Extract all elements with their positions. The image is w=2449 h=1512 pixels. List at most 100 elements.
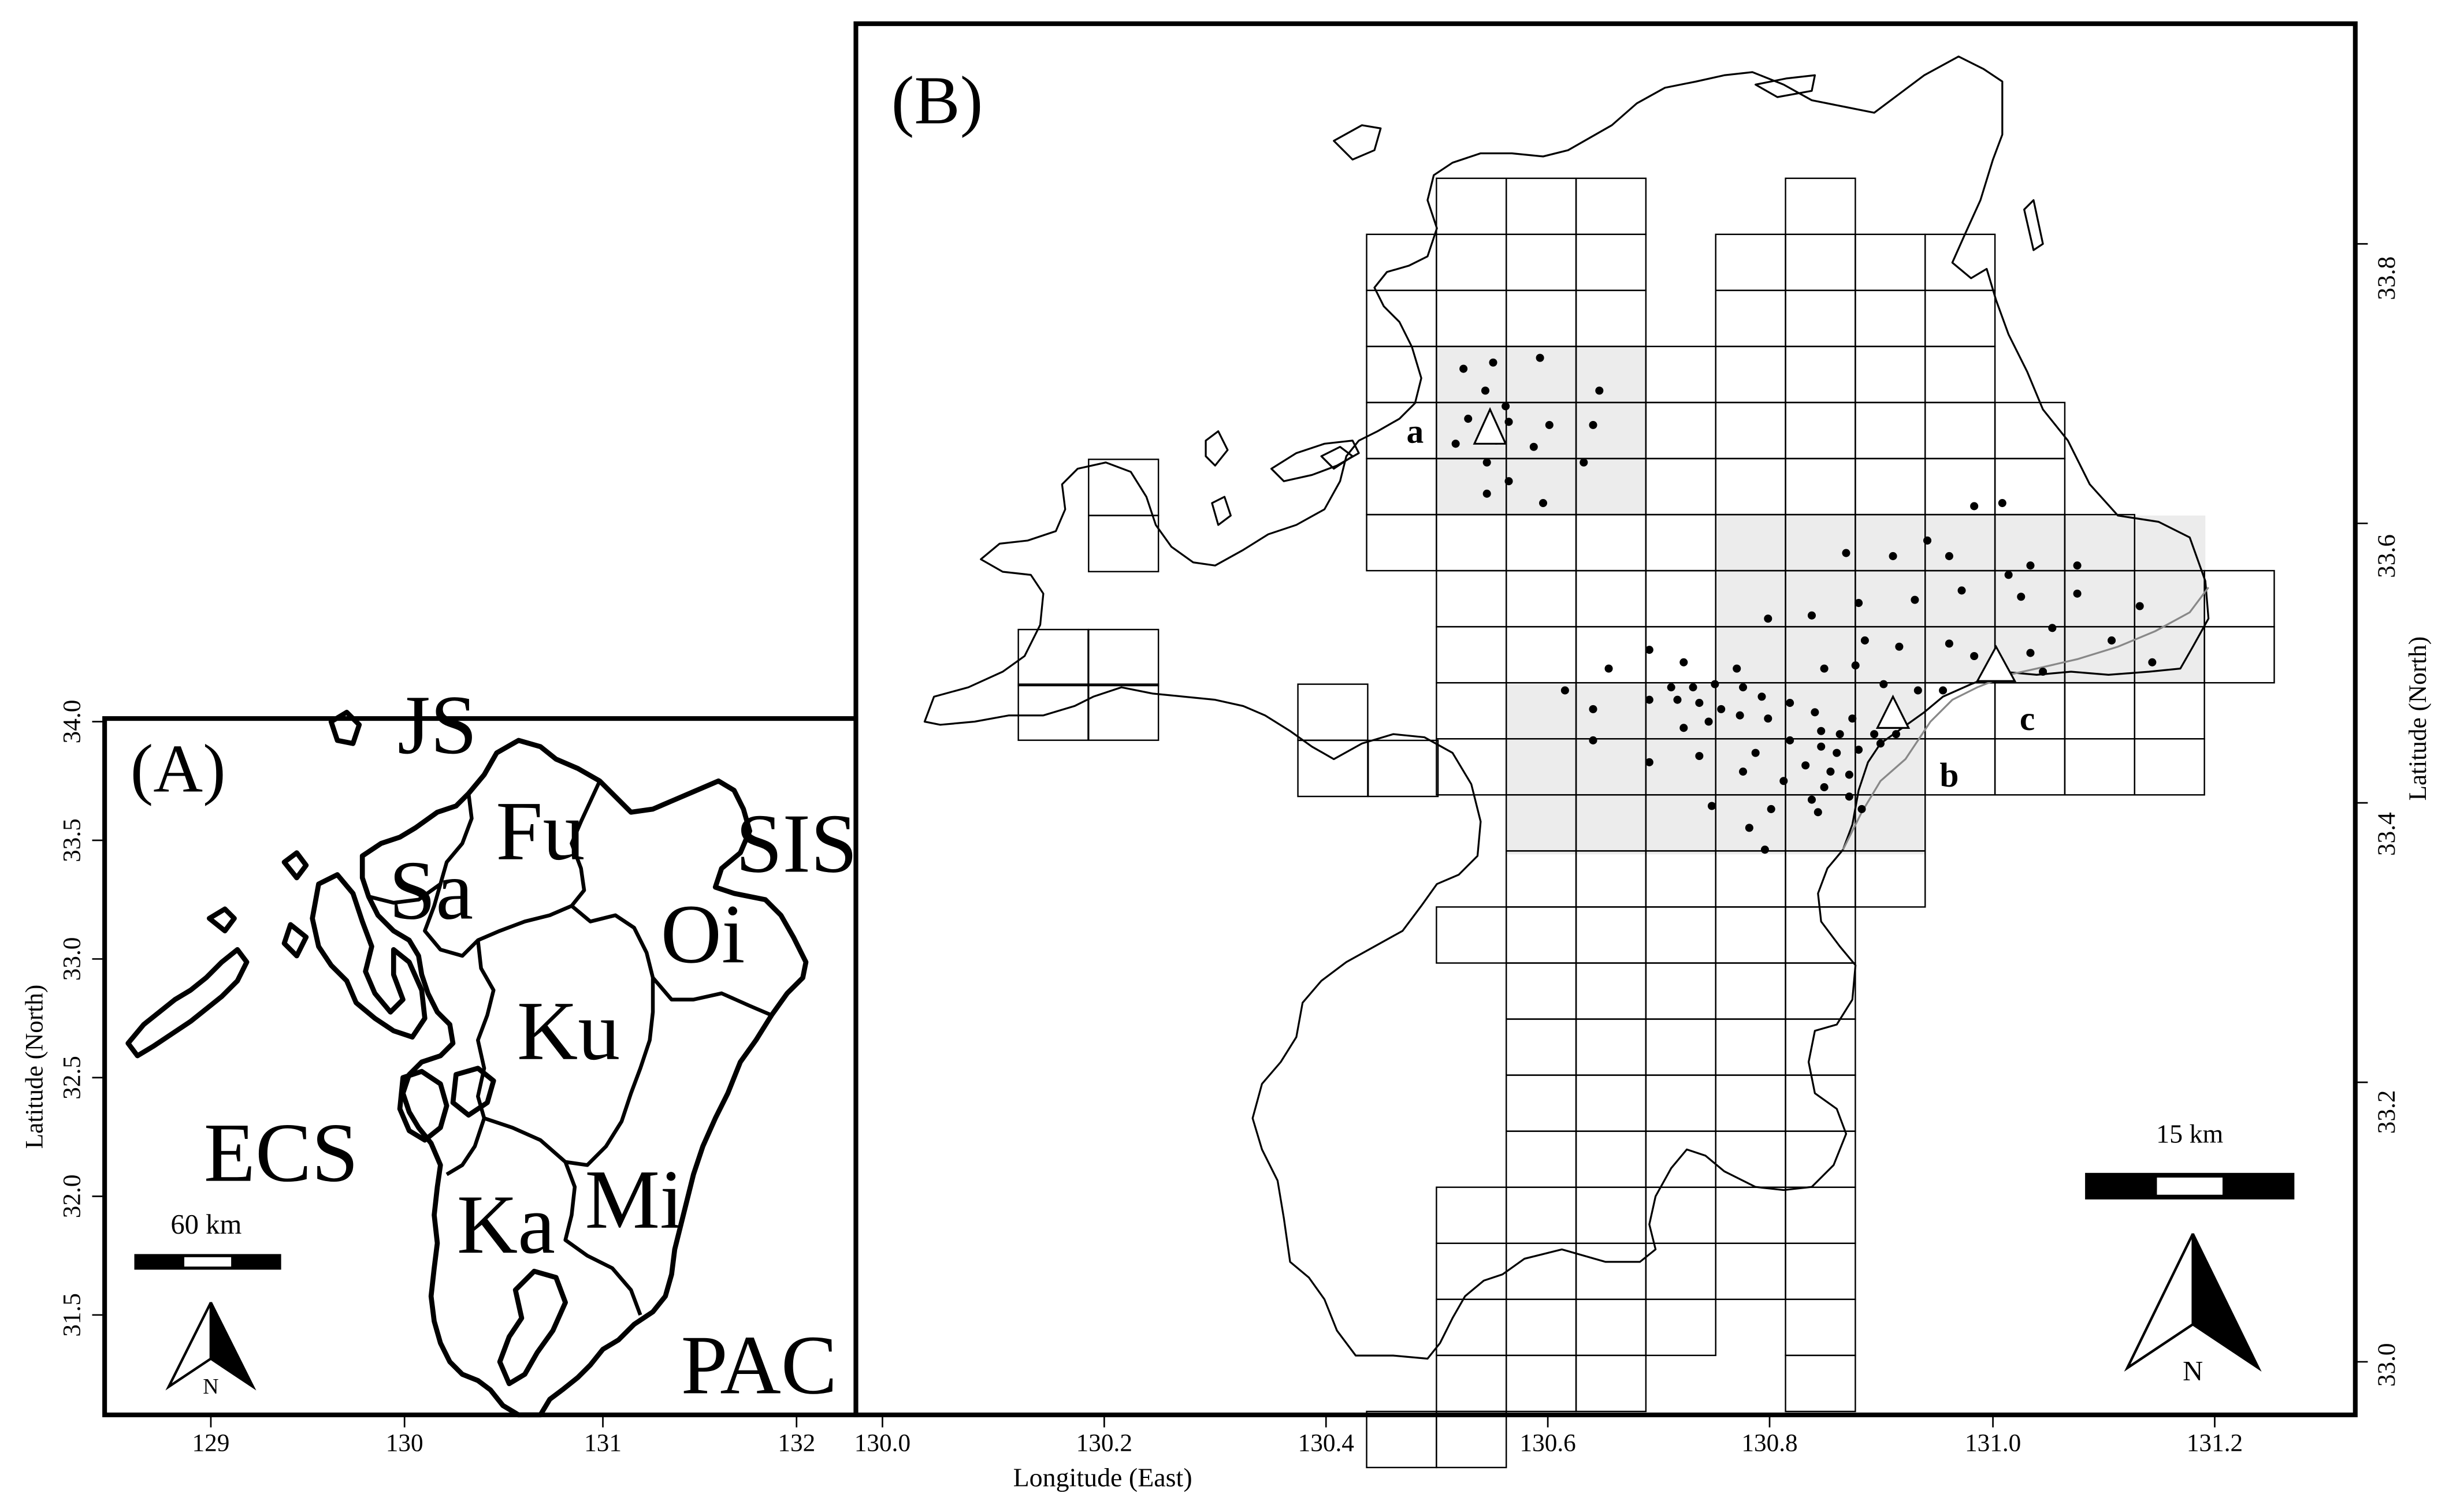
grid-cell bbox=[1645, 1130, 1716, 1188]
panel-a-peninsula-coast bbox=[310, 872, 428, 1040]
sample-point bbox=[1760, 846, 1769, 854]
panel-a-island-small-4 bbox=[281, 922, 309, 959]
panel-b-title: (B) bbox=[891, 62, 983, 139]
sample-point bbox=[2017, 593, 2026, 601]
sample-point bbox=[2039, 667, 2047, 676]
grid-cell bbox=[1645, 1298, 1716, 1357]
grid-cell bbox=[1505, 177, 1577, 235]
grid-cell bbox=[1715, 233, 1786, 292]
grid-cell bbox=[2134, 681, 2205, 740]
sample-point bbox=[1538, 499, 1548, 508]
grid-cell bbox=[2064, 681, 2136, 740]
grid-cell bbox=[1575, 1130, 1647, 1188]
grid-cell bbox=[1366, 233, 1437, 292]
grid-cell bbox=[1855, 233, 1926, 292]
panel-b-y-tick-33.8: 33.8 bbox=[2373, 256, 2400, 300]
grid-cell bbox=[1855, 345, 1926, 404]
grid-cell bbox=[1436, 1186, 1507, 1244]
grid-cell bbox=[1645, 906, 1716, 964]
grid-cell bbox=[1645, 625, 1716, 684]
panel-b-x-tick-131.2: 131.2 bbox=[2187, 1429, 2243, 1457]
grid-cell bbox=[1715, 457, 1786, 516]
grid-cell bbox=[1994, 738, 2066, 796]
panel-b-y-tick-33.0: 33.0 bbox=[2373, 1343, 2400, 1387]
grid-cell bbox=[1436, 177, 1507, 235]
grid-cell bbox=[1017, 628, 1089, 687]
panel-b-x-tick-130.4: 130.4 bbox=[1298, 1429, 1354, 1457]
panel-b-y-tick-33.4: 33.4 bbox=[2373, 812, 2400, 856]
sample-point bbox=[1845, 792, 1853, 801]
sample-point bbox=[1923, 536, 1932, 545]
grid-cell bbox=[1785, 1018, 1856, 1076]
sample-point bbox=[1589, 420, 1597, 429]
grid-cell bbox=[1575, 1074, 1647, 1132]
sample-point bbox=[1704, 717, 1713, 726]
grid-cell bbox=[1367, 739, 1439, 798]
sample-point bbox=[1733, 664, 1741, 673]
panel-b-site-markers bbox=[1473, 407, 2017, 729]
sample-point bbox=[1779, 777, 1788, 785]
grid-cell bbox=[1645, 457, 1716, 516]
sample-point bbox=[1851, 661, 1860, 670]
site-b-label: b bbox=[1939, 755, 1959, 794]
grid-cell bbox=[1715, 962, 1786, 1020]
sample-point bbox=[1855, 599, 1863, 608]
grid-cell bbox=[1366, 1410, 1437, 1469]
panel-b-x-label: Longitude (East) bbox=[1013, 1462, 1192, 1492]
grid-cell bbox=[1088, 459, 1160, 516]
grid-cell bbox=[1505, 962, 1577, 1020]
grid-cell bbox=[1785, 1354, 1856, 1413]
panel-b-y-tick-33.6: 33.6 bbox=[2373, 534, 2400, 578]
grid-cell bbox=[1785, 289, 1856, 348]
panel-a-goto-islands bbox=[125, 947, 250, 1059]
sample-point bbox=[1645, 758, 1653, 766]
panel-a-x-tick-129: 129 bbox=[192, 1429, 230, 1457]
sample-point bbox=[1695, 699, 1704, 707]
panel-b-scale-label: 15 km bbox=[2156, 1119, 2223, 1149]
panel-a-island-small-2 bbox=[281, 850, 309, 881]
panel-b-sample-points bbox=[1451, 353, 2157, 854]
panel-a-y-tick-33.5: 33.5 bbox=[58, 818, 86, 862]
grid-cell bbox=[1924, 233, 1996, 292]
grid-cell bbox=[1505, 906, 1577, 964]
sample-point bbox=[1826, 768, 1835, 776]
sample-point bbox=[1786, 699, 1794, 707]
panel-a-prefecture-borders bbox=[368, 780, 772, 1316]
grid-cell bbox=[1645, 1242, 1716, 1301]
sample-point bbox=[1717, 705, 1726, 713]
panel-b-island-6 bbox=[1205, 430, 1229, 467]
sample-point bbox=[1481, 386, 1490, 395]
sample-point bbox=[1833, 748, 1841, 757]
sample-point bbox=[1945, 552, 1953, 560]
sample-point bbox=[1811, 708, 1819, 717]
sample-point bbox=[1504, 418, 1513, 426]
grid-cell bbox=[1855, 401, 1926, 460]
grid-cell bbox=[1505, 1074, 1577, 1132]
grid-cell bbox=[1785, 177, 1856, 235]
panel-b-x-tick-131.0: 131.0 bbox=[1965, 1429, 2021, 1457]
grid-cell bbox=[1715, 906, 1786, 964]
grid-cell bbox=[1645, 513, 1716, 572]
panel-a-label-fu: Fu bbox=[496, 784, 585, 878]
grid-cell bbox=[1855, 850, 1926, 908]
panel-a-label-js: JS bbox=[397, 678, 477, 772]
sample-point bbox=[1879, 680, 1888, 688]
grid-cell bbox=[1366, 289, 1437, 348]
site-b-triangle bbox=[1875, 694, 1911, 729]
grid-cell bbox=[1924, 681, 1996, 740]
sample-point bbox=[1679, 658, 1688, 666]
sample-point bbox=[1845, 770, 1853, 779]
sample-point bbox=[1673, 695, 1682, 704]
grid-cell bbox=[1645, 401, 1716, 460]
panel-a-y-axis: 34.0 33.5 33.0 32.5 32.0 31.5 Latitude (… bbox=[20, 700, 105, 1337]
grid-cell bbox=[1645, 850, 1716, 908]
sample-point bbox=[1970, 651, 1979, 661]
panel-b-x-tick-130.6: 130.6 bbox=[1519, 1429, 1575, 1457]
grid-cell bbox=[1436, 625, 1507, 684]
sample-point bbox=[2026, 561, 2035, 570]
sample-point bbox=[1604, 664, 1613, 673]
grid-cell bbox=[1645, 1018, 1716, 1076]
shaded-block-a bbox=[1437, 347, 1647, 516]
sample-point bbox=[1807, 611, 1816, 620]
sample-point bbox=[1489, 358, 1497, 367]
